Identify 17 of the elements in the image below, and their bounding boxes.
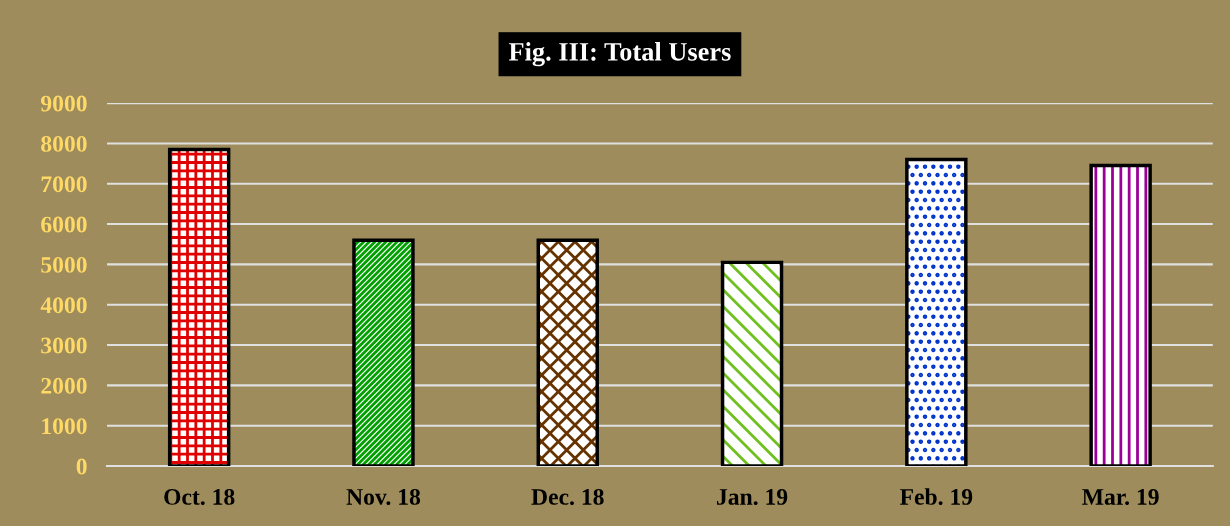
- y-tick-label: 9000: [40, 95, 87, 112]
- chart-title: Fig. III: Total Users: [508, 42, 731, 67]
- y-tick-label: 5000: [41, 256, 87, 273]
- x-tick-label: Jan. 19: [717, 489, 788, 505]
- y-tick-label: 1000: [42, 418, 87, 435]
- y-tick-label: 4000: [40, 297, 87, 314]
- y-tick-label: 2000: [41, 377, 87, 394]
- y-tick-label: 8000: [41, 135, 87, 152]
- x-tick-label: Mar. 19: [1082, 489, 1159, 505]
- x-tick-label: Feb. 19: [900, 488, 973, 505]
- y-tick-label: 6000: [41, 216, 87, 233]
- x-tick-label: Nov. 18: [346, 488, 421, 505]
- y-tick-label: 0: [76, 458, 87, 475]
- x-tick-label: Dec. 18: [531, 488, 604, 505]
- y-tick-label: 3000: [41, 337, 87, 354]
- y-tick-label: 7000: [41, 176, 87, 193]
- x-tick-label: Oct. 18: [164, 488, 235, 505]
